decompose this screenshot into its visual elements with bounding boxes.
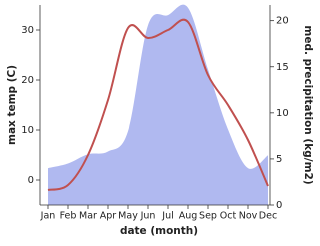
chart: date (month) max temp (C) med. precipita…	[6, 4, 314, 237]
x-tick-label: May	[118, 211, 138, 222]
x-tick-label: Oct	[220, 211, 237, 222]
y2-tick-label: 5	[276, 154, 282, 165]
y2-tick-label: 15	[276, 62, 289, 73]
x-tick-label: Apr	[100, 211, 117, 222]
x-axis-label: date (month)	[120, 225, 198, 237]
y2-tick-label: 0	[276, 200, 282, 211]
x-tick-label: Nov	[239, 211, 258, 222]
temp-line	[47, 18, 269, 191]
x-tick-label: Dec	[259, 211, 277, 222]
precipitation-area	[48, 4, 268, 206]
x-tick-label: Jan	[40, 211, 56, 222]
x-tick-label: Feb	[60, 211, 77, 222]
x-tick-label: Jul	[161, 211, 173, 222]
x-tick-label: Aug	[179, 211, 198, 222]
y2-axis-label: med. precipitation (kg/m2)	[302, 25, 314, 184]
y-tick-label: 10	[21, 125, 34, 136]
y2-tick-label: 20	[276, 16, 289, 27]
x-tick-label: Jun	[140, 211, 156, 222]
x-tick-label: Mar	[79, 211, 97, 222]
y-tick-label: 20	[21, 75, 34, 86]
y-tick-label: 0	[28, 175, 34, 186]
y2-tick-label: 10	[276, 108, 289, 119]
x-tick-label: Sep	[199, 211, 217, 222]
y-axis-label: max temp (C)	[6, 65, 18, 145]
y-tick-label: 30	[21, 25, 34, 36]
